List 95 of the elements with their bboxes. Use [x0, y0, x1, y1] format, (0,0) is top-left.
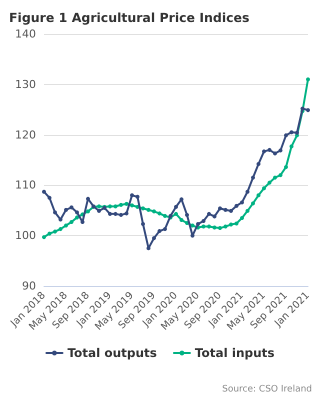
point: [48, 232, 52, 236]
point: [163, 227, 167, 232]
point: [196, 222, 200, 226]
point: [180, 218, 184, 222]
point: [300, 106, 304, 111]
point: [218, 226, 222, 230]
point: [108, 204, 112, 208]
point: [240, 200, 244, 204]
point: [202, 218, 206, 223]
point: [268, 148, 272, 152]
point: [53, 230, 57, 234]
point: [97, 204, 101, 208]
point: [190, 224, 194, 228]
point: [229, 208, 233, 213]
point: [86, 209, 90, 214]
point: [53, 210, 57, 214]
point: [64, 208, 68, 212]
point: [163, 214, 167, 218]
point: [124, 211, 128, 216]
point: [75, 215, 79, 220]
point: [273, 176, 277, 180]
point: [70, 205, 74, 210]
point: [114, 212, 118, 216]
point: [295, 130, 299, 135]
y-tick-label: 140: [15, 28, 36, 40]
point: [202, 224, 206, 229]
point: [152, 209, 156, 214]
point: [158, 211, 162, 216]
point: [141, 222, 145, 226]
point: [240, 216, 244, 220]
point: [224, 208, 228, 212]
point: [306, 77, 310, 82]
point: [108, 212, 112, 216]
y-tick-label: 120: [15, 128, 36, 142]
point: [290, 144, 294, 148]
point: [251, 176, 255, 180]
point: [119, 202, 123, 207]
point: [86, 196, 90, 201]
point: [284, 165, 288, 170]
point: [185, 212, 189, 217]
y-tick-label: 130: [15, 78, 36, 91]
point: [97, 208, 101, 213]
point: [152, 236, 156, 240]
point: [256, 193, 260, 198]
point: [256, 162, 260, 166]
point: [306, 108, 310, 112]
point: [224, 224, 228, 229]
point: [234, 204, 238, 208]
point: [58, 217, 62, 222]
point: [136, 194, 140, 199]
point: [262, 149, 266, 154]
y-tick-label: 100: [15, 229, 36, 242]
point: [284, 133, 288, 138]
point: [174, 212, 178, 216]
point: [174, 204, 178, 209]
point: [42, 190, 46, 194]
point: [48, 196, 52, 200]
point: [190, 234, 194, 238]
point: [130, 193, 134, 198]
point: [158, 229, 162, 234]
point: [64, 224, 68, 228]
point: [58, 227, 62, 232]
point: [70, 220, 74, 224]
source-note: Source: CSO Ireland: [222, 384, 312, 394]
point: [290, 130, 294, 134]
point: [146, 246, 150, 250]
legend-label: Total inputs: [194, 346, 275, 360]
legend-label: Total outputs: [67, 346, 157, 360]
point: [114, 204, 118, 208]
point: [146, 208, 150, 212]
point: [251, 201, 255, 206]
point: [124, 202, 128, 206]
y-tick-label: 110: [15, 178, 36, 192]
point: [207, 212, 211, 216]
point: [130, 203, 134, 208]
point: [268, 180, 272, 185]
point: [278, 173, 282, 178]
y-tick-label: 90: [22, 280, 36, 292]
point: [246, 190, 250, 194]
point: [207, 224, 211, 229]
point: [42, 235, 46, 240]
chart-title: Figure 1 Agricultural Price Indices: [9, 10, 250, 25]
point: [180, 197, 184, 202]
point: [119, 212, 123, 217]
point: [246, 208, 250, 213]
point: [212, 226, 216, 230]
point: [218, 206, 222, 210]
point: [262, 186, 266, 190]
point: [75, 210, 79, 214]
point: [229, 222, 233, 227]
point: [234, 222, 238, 226]
point: [141, 206, 145, 210]
point: [278, 148, 282, 152]
point: [273, 151, 277, 156]
point: [212, 214, 216, 218]
